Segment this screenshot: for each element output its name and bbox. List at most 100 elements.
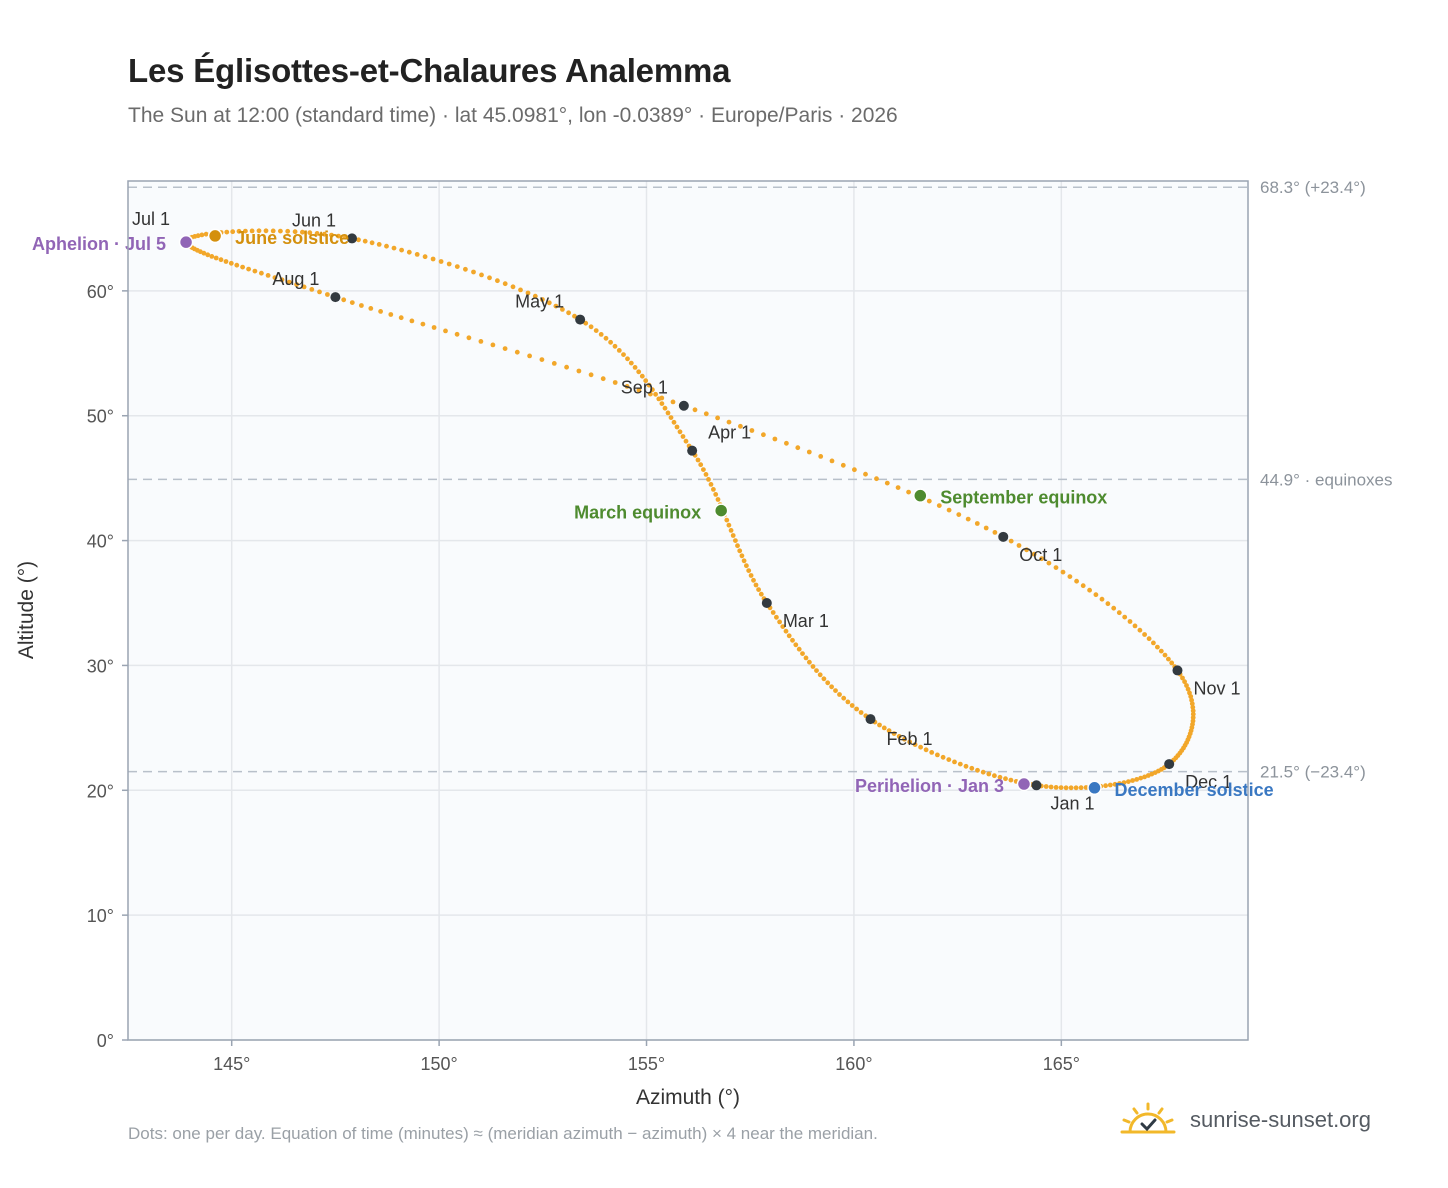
day-dot [829, 684, 834, 690]
day-dot [632, 365, 638, 370]
day-dot [588, 372, 594, 378]
day-dot [980, 769, 986, 775]
day-dot [665, 410, 671, 416]
month-marker [347, 233, 357, 244]
x-tick-label: 165° [1043, 1054, 1080, 1074]
day-dot [342, 234, 348, 240]
day-dot [1184, 683, 1189, 688]
day-dot [431, 325, 437, 330]
day-dot [240, 264, 246, 270]
day-dot [205, 252, 211, 258]
day-dot [252, 268, 258, 274]
day-dot [670, 399, 676, 405]
day-dot [803, 655, 809, 661]
day-dot [881, 725, 887, 731]
x-tick-label: 145° [213, 1054, 250, 1074]
day-dot [1146, 636, 1152, 642]
day-dot [821, 676, 827, 682]
day-dot [502, 346, 508, 351]
day-dot [1169, 660, 1175, 666]
day-dot [786, 633, 792, 639]
day-dot [874, 476, 879, 482]
day-dot [636, 387, 642, 393]
day-dot [349, 300, 355, 305]
day-dot [674, 424, 680, 430]
day-dot [256, 228, 262, 234]
day-dot [671, 419, 677, 425]
day-dot [997, 774, 1003, 780]
day-dot [741, 558, 747, 564]
day-dot [1127, 619, 1133, 624]
day-dot [1145, 773, 1151, 778]
day-dot [1039, 556, 1044, 562]
day-dot [608, 339, 613, 345]
month-marker [330, 292, 341, 303]
day-dot [902, 736, 907, 742]
day-dot [1190, 715, 1196, 720]
brand-name: sunrise-sunset.org [1190, 1107, 1371, 1132]
day-dot [783, 628, 789, 634]
day-dot [551, 361, 557, 366]
day-dot [1151, 640, 1156, 646]
day-dot [715, 497, 721, 502]
day-dot [918, 744, 923, 750]
event-marker [207, 228, 223, 244]
day-dot [518, 287, 523, 293]
day-dot [701, 467, 706, 472]
day-dot [1024, 547, 1029, 553]
plot-area [128, 181, 1248, 1040]
month-label: Nov 1 [1193, 678, 1240, 698]
day-dot [1122, 614, 1128, 620]
day-dot [341, 297, 347, 303]
day-dot [957, 761, 963, 767]
day-dot [648, 391, 653, 397]
day-dot [279, 277, 285, 283]
day-dot [598, 332, 604, 337]
day-dot [1068, 785, 1074, 791]
y-tick-label: 60° [87, 282, 114, 302]
event-marker [178, 234, 194, 250]
day-dot [438, 259, 444, 264]
day-dot [454, 331, 460, 337]
day-dot [624, 384, 630, 389]
day-dot [1166, 656, 1171, 662]
day-dot [749, 428, 755, 433]
day-dot [1185, 686, 1191, 692]
day-dot [810, 664, 816, 669]
day-dot [737, 548, 743, 554]
day-dot [1130, 778, 1135, 783]
day-dot [398, 315, 404, 321]
day-dot [487, 275, 492, 281]
day-dot [463, 266, 468, 272]
day-dot [1083, 785, 1089, 790]
day-dot [837, 692, 842, 697]
reference-line-label: 21.5° (−23.4°) [1260, 763, 1366, 782]
brand-logo[interactable]: sunrise-sunset.org [1120, 1102, 1371, 1138]
day-dot [249, 228, 255, 234]
day-dot [201, 250, 207, 256]
day-dot [818, 454, 824, 459]
month-label: Oct 1 [1019, 545, 1062, 565]
day-dot [1126, 779, 1131, 784]
day-dot [895, 485, 901, 490]
day-dot [224, 229, 230, 235]
day-dot [593, 328, 599, 333]
day-dot [833, 688, 838, 693]
day-dot [793, 642, 799, 648]
day-dot [1142, 632, 1147, 637]
day-dot [560, 307, 565, 312]
month-label: Apr 1 [708, 423, 751, 443]
sun-logo-icon [1120, 1102, 1176, 1134]
day-dot [713, 492, 719, 497]
day-dot [668, 415, 674, 420]
day-dot [446, 261, 452, 267]
day-dot [510, 284, 516, 290]
day-dot [1093, 592, 1099, 598]
day-dot [1043, 784, 1049, 789]
day-dot [588, 324, 594, 330]
day-dot [1190, 711, 1196, 717]
day-dot [478, 339, 484, 344]
day-dot [639, 373, 645, 379]
y-tick-label: 10° [87, 906, 114, 926]
day-dot [209, 254, 215, 259]
